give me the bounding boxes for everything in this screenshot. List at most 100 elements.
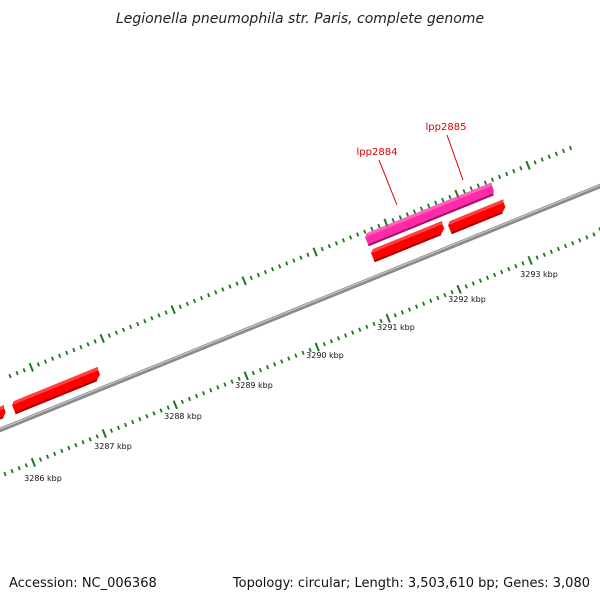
- inner-major-tick: [99, 333, 105, 344]
- outer-major-tick: [385, 313, 391, 323]
- outer-minor-tick: [344, 333, 348, 338]
- inner-minor-tick: [341, 238, 346, 243]
- inner-minor-tick: [434, 200, 438, 206]
- inner-minor-tick: [143, 318, 147, 324]
- inner-minor-tick: [192, 298, 197, 304]
- outer-minor-tick: [202, 391, 206, 396]
- outer-minor-tick: [45, 454, 50, 459]
- inner-minor-tick: [36, 362, 40, 367]
- outer-minor-tick: [471, 281, 475, 286]
- outer-minor-tick: [258, 367, 263, 373]
- backbone-highlight: [0, 184, 600, 430]
- inner-minor-tick: [43, 359, 48, 364]
- inner-minor-tick: [498, 174, 502, 180]
- inner-minor-tick: [50, 356, 55, 361]
- accession-text: Accession: NC_006368: [9, 576, 157, 591]
- gene-label[interactable]: lpp2885: [426, 122, 467, 133]
- outer-minor-tick: [429, 298, 433, 304]
- outer-minor-tick: [450, 290, 454, 295]
- outer-minor-tick: [251, 370, 255, 376]
- outer-minor-tick: [521, 261, 525, 266]
- gene-label[interactable]: lpp2884: [357, 147, 398, 158]
- inner-minor-tick: [398, 215, 402, 220]
- gene-leader-line: [378, 159, 398, 206]
- scale-tick-label: 3291 kbp: [377, 323, 415, 332]
- outer-minor-tick: [53, 451, 57, 456]
- outer-minor-tick: [351, 330, 355, 335]
- inner-minor-tick: [349, 235, 353, 240]
- genome-summary-text: Topology: circular; Length: 3,503,610 bp…: [232, 576, 590, 591]
- outer-minor-tick: [67, 445, 71, 451]
- outer-minor-tick: [10, 468, 14, 474]
- outer-minor-tick: [571, 240, 575, 246]
- inner-minor-tick: [299, 255, 303, 260]
- inner-minor-tick: [207, 293, 211, 298]
- inner-minor-tick: [214, 290, 218, 295]
- outer-minor-tick: [138, 416, 142, 422]
- outer-minor-tick: [3, 471, 7, 477]
- map-title: Legionella pneumophila str. Paris, compl…: [116, 11, 484, 27]
- outer-minor-tick: [358, 327, 362, 332]
- outer-minor-tick: [322, 341, 326, 347]
- inner-minor-tick: [79, 344, 83, 350]
- outer-minor-tick: [280, 359, 284, 364]
- gene-lower-1-body: [371, 223, 445, 262]
- inner-minor-tick: [547, 154, 551, 159]
- inner-minor-tick: [136, 321, 140, 327]
- inner-minor-tick: [476, 183, 480, 188]
- outer-minor-tick: [124, 422, 128, 428]
- outer-minor-tick: [400, 310, 404, 315]
- outer-minor-tick: [493, 272, 497, 278]
- inner-minor-tick: [86, 342, 90, 347]
- outer-major-tick: [30, 457, 37, 468]
- outer-minor-tick: [478, 278, 482, 283]
- inner-minor-tick: [164, 310, 168, 315]
- inner-minor-tick: [568, 145, 573, 151]
- outer-minor-tick: [578, 238, 582, 243]
- outer-minor-tick: [542, 252, 546, 257]
- gene-lpp2885-bar-top: [365, 182, 492, 237]
- inner-minor-tick: [121, 327, 126, 333]
- outer-minor-tick: [131, 419, 135, 425]
- inner-minor-tick: [334, 241, 338, 246]
- gene-left-shade: [15, 379, 98, 415]
- outer-minor-tick: [549, 249, 553, 255]
- outer-minor-tick: [166, 405, 170, 410]
- scale-tick-label: 3292 kbp: [448, 295, 486, 304]
- scale-ticks-inner: [8, 145, 573, 379]
- outer-minor-tick: [109, 428, 114, 433]
- outer-minor-tick: [81, 440, 85, 445]
- inner-minor-tick: [129, 324, 133, 330]
- inner-minor-tick: [391, 217, 395, 223]
- gene-edge-left-body: [0, 408, 6, 419]
- outer-minor-tick: [273, 362, 277, 367]
- inner-minor-tick: [561, 148, 566, 154]
- inner-minor-tick: [8, 373, 12, 379]
- gene-lower-1: [371, 220, 445, 263]
- gene-edge-left-shade: [0, 416, 4, 420]
- outer-minor-tick: [365, 324, 369, 330]
- inner-minor-tick: [235, 281, 239, 286]
- inner-minor-tick: [441, 197, 445, 203]
- outer-minor-tick: [592, 232, 596, 237]
- inner-minor-tick: [306, 252, 310, 257]
- backbone-line: [0, 183, 600, 433]
- inner-minor-tick: [221, 287, 225, 292]
- inner-minor-tick: [256, 272, 260, 278]
- outer-minor-tick: [180, 399, 184, 405]
- inner-minor-tick: [483, 180, 487, 185]
- scale-tick-label: 3293 kbp: [520, 270, 558, 279]
- inner-major-tick: [312, 247, 318, 257]
- outer-minor-tick: [74, 442, 78, 448]
- outer-minor-tick: [500, 269, 504, 275]
- inner-minor-tick: [72, 347, 76, 353]
- outer-minor-tick: [294, 353, 298, 358]
- inner-minor-tick: [178, 304, 182, 309]
- outer-minor-tick: [145, 414, 149, 419]
- outer-major-tick: [456, 284, 462, 294]
- outer-minor-tick: [287, 356, 291, 361]
- inner-minor-tick: [270, 267, 275, 272]
- outer-minor-tick: [38, 457, 43, 462]
- scale-tick-labels: 3286 kbp 3287 kbp 3288 kbp 3289 kbp 3290 kbp…: [24, 270, 558, 483]
